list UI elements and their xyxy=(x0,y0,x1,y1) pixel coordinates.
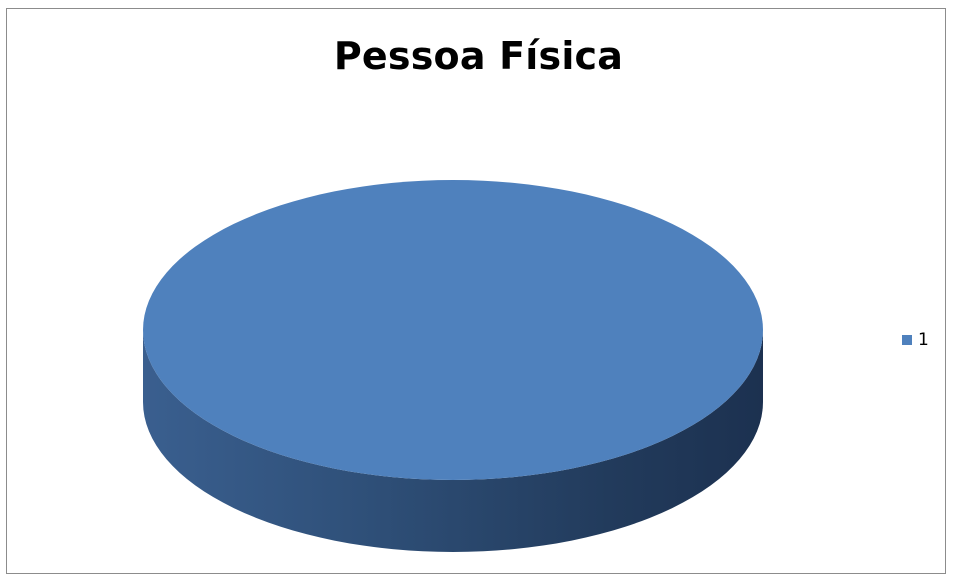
legend: 1 xyxy=(902,330,929,350)
legend-label: 1 xyxy=(918,330,929,350)
chart-title: Pessoa Física xyxy=(333,34,624,78)
pie-slice-1 xyxy=(143,180,763,480)
legend-swatch xyxy=(902,335,912,345)
pie-slice-side xyxy=(143,330,763,552)
